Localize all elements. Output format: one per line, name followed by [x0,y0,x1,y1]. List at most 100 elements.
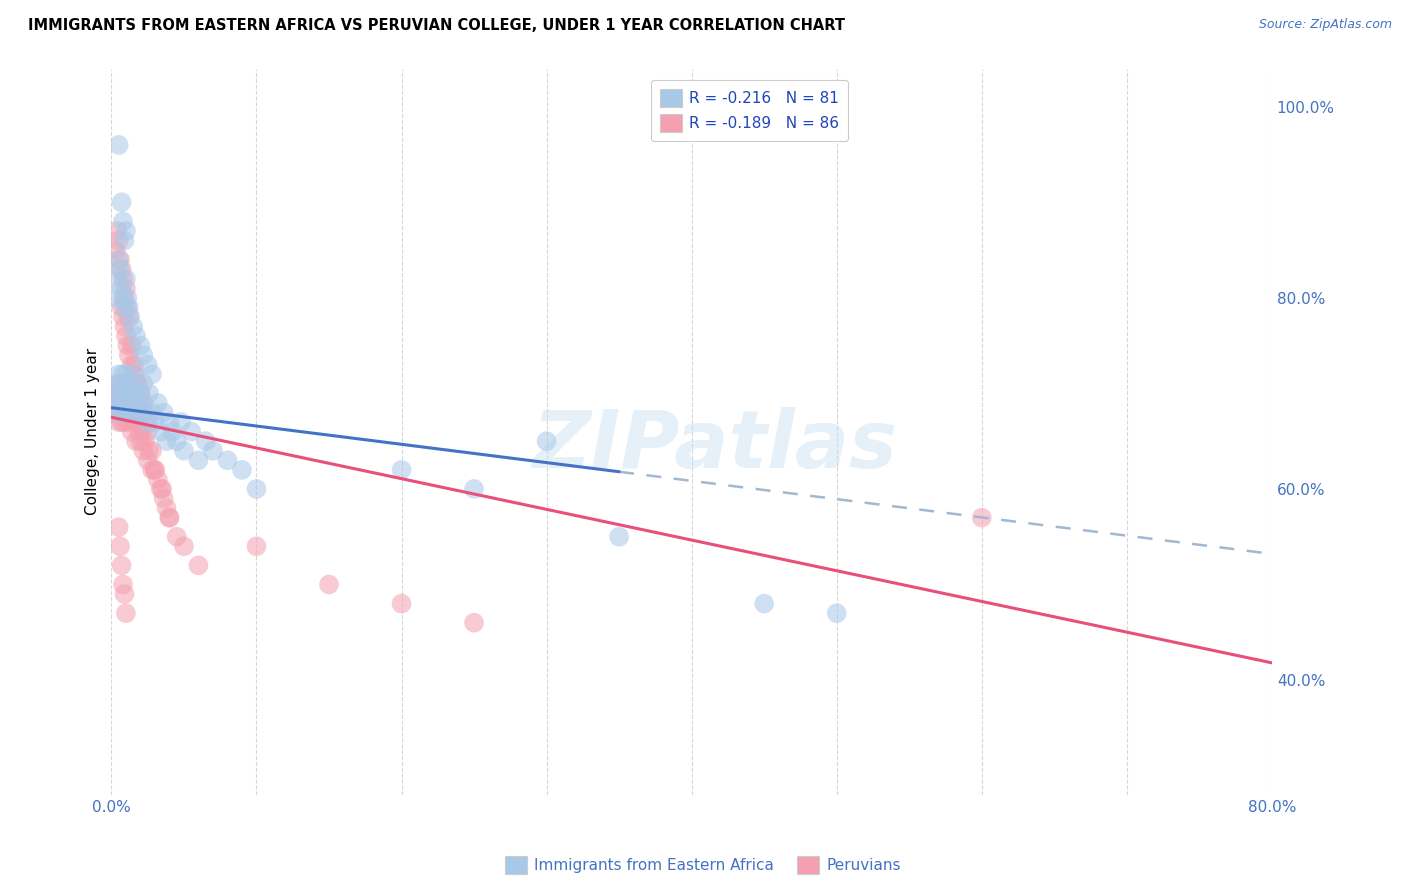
Point [115,396,138,410]
Point [105,376,128,391]
Point [143,415,166,429]
Point [134,434,156,449]
Point [170,415,193,429]
Point [110,301,132,315]
Point [970,510,993,524]
Point [146,396,169,410]
Text: ZIPatlas: ZIPatlas [533,407,897,485]
Point [114,587,136,601]
Text: IMMIGRANTS FROM EASTERN AFRICA VS PERUVIAN COLLEGE, UNDER 1 YEAR CORRELATION CHA: IMMIGRANTS FROM EASTERN AFRICA VS PERUVI… [28,18,845,33]
Point [114,405,136,419]
Point [108,396,131,410]
Point [110,405,132,419]
Point [463,615,485,630]
Point [104,386,127,401]
Point [121,396,143,410]
Point [131,396,153,410]
Point [754,597,776,611]
Point [107,376,129,391]
Point [120,310,142,324]
Point [152,491,174,506]
Point [150,482,173,496]
Point [463,482,485,496]
Point [121,358,143,372]
Point [117,301,139,315]
Point [217,453,239,467]
Point [108,376,131,391]
Point [122,405,145,419]
Point [117,405,139,419]
Point [118,405,141,419]
Point [111,577,134,591]
Point [141,368,163,382]
Point [118,348,141,362]
Point [152,405,174,419]
Point [115,376,138,391]
Text: Source: ZipAtlas.com: Source: ZipAtlas.com [1258,18,1392,31]
Point [107,405,129,419]
Point [110,558,132,573]
Point [143,463,166,477]
Point [111,396,134,410]
Point [132,396,155,410]
Point [128,405,150,419]
Point [155,434,177,449]
Point [121,425,143,439]
Point [245,539,267,553]
Point [124,358,146,372]
Point [115,386,138,401]
Point [146,472,169,486]
Point [136,358,159,372]
Point [159,510,181,524]
Point [173,539,195,553]
Point [127,376,149,391]
Point [187,453,209,467]
Point [111,368,134,382]
Point [114,291,136,305]
Point [122,405,145,419]
Point [138,386,160,401]
Point [141,405,163,419]
Point [134,405,156,419]
Point [117,396,139,410]
Point [143,463,166,477]
Legend: R = -0.216   N = 81, R = -0.189   N = 86: R = -0.216 N = 81, R = -0.189 N = 86 [651,79,848,141]
Point [194,434,217,449]
Point [118,415,141,429]
Point [111,271,134,285]
Point [132,443,155,458]
Point [108,539,131,553]
Point [141,443,163,458]
Point [129,434,152,449]
Point [166,530,188,544]
Point [155,501,177,516]
Point [111,405,134,419]
Point [128,425,150,439]
Point [201,443,224,458]
Point [108,386,131,401]
Point [124,376,146,391]
Point [136,415,159,429]
Point [159,415,181,429]
Point [180,425,202,439]
Point [114,301,136,315]
Point [114,319,136,334]
Point [110,281,132,295]
Point [121,338,143,352]
Point [391,597,413,611]
Point [122,368,145,382]
Point [166,434,188,449]
Point [110,262,132,277]
Point [129,386,152,401]
Point [110,195,132,210]
Point [173,443,195,458]
Point [107,368,129,382]
Point [118,310,141,324]
Y-axis label: College, Under 1 year: College, Under 1 year [86,348,100,516]
Point [159,510,181,524]
Point [122,319,145,334]
Point [136,425,159,439]
Point [104,291,127,305]
Point [108,252,131,267]
Point [825,606,848,620]
